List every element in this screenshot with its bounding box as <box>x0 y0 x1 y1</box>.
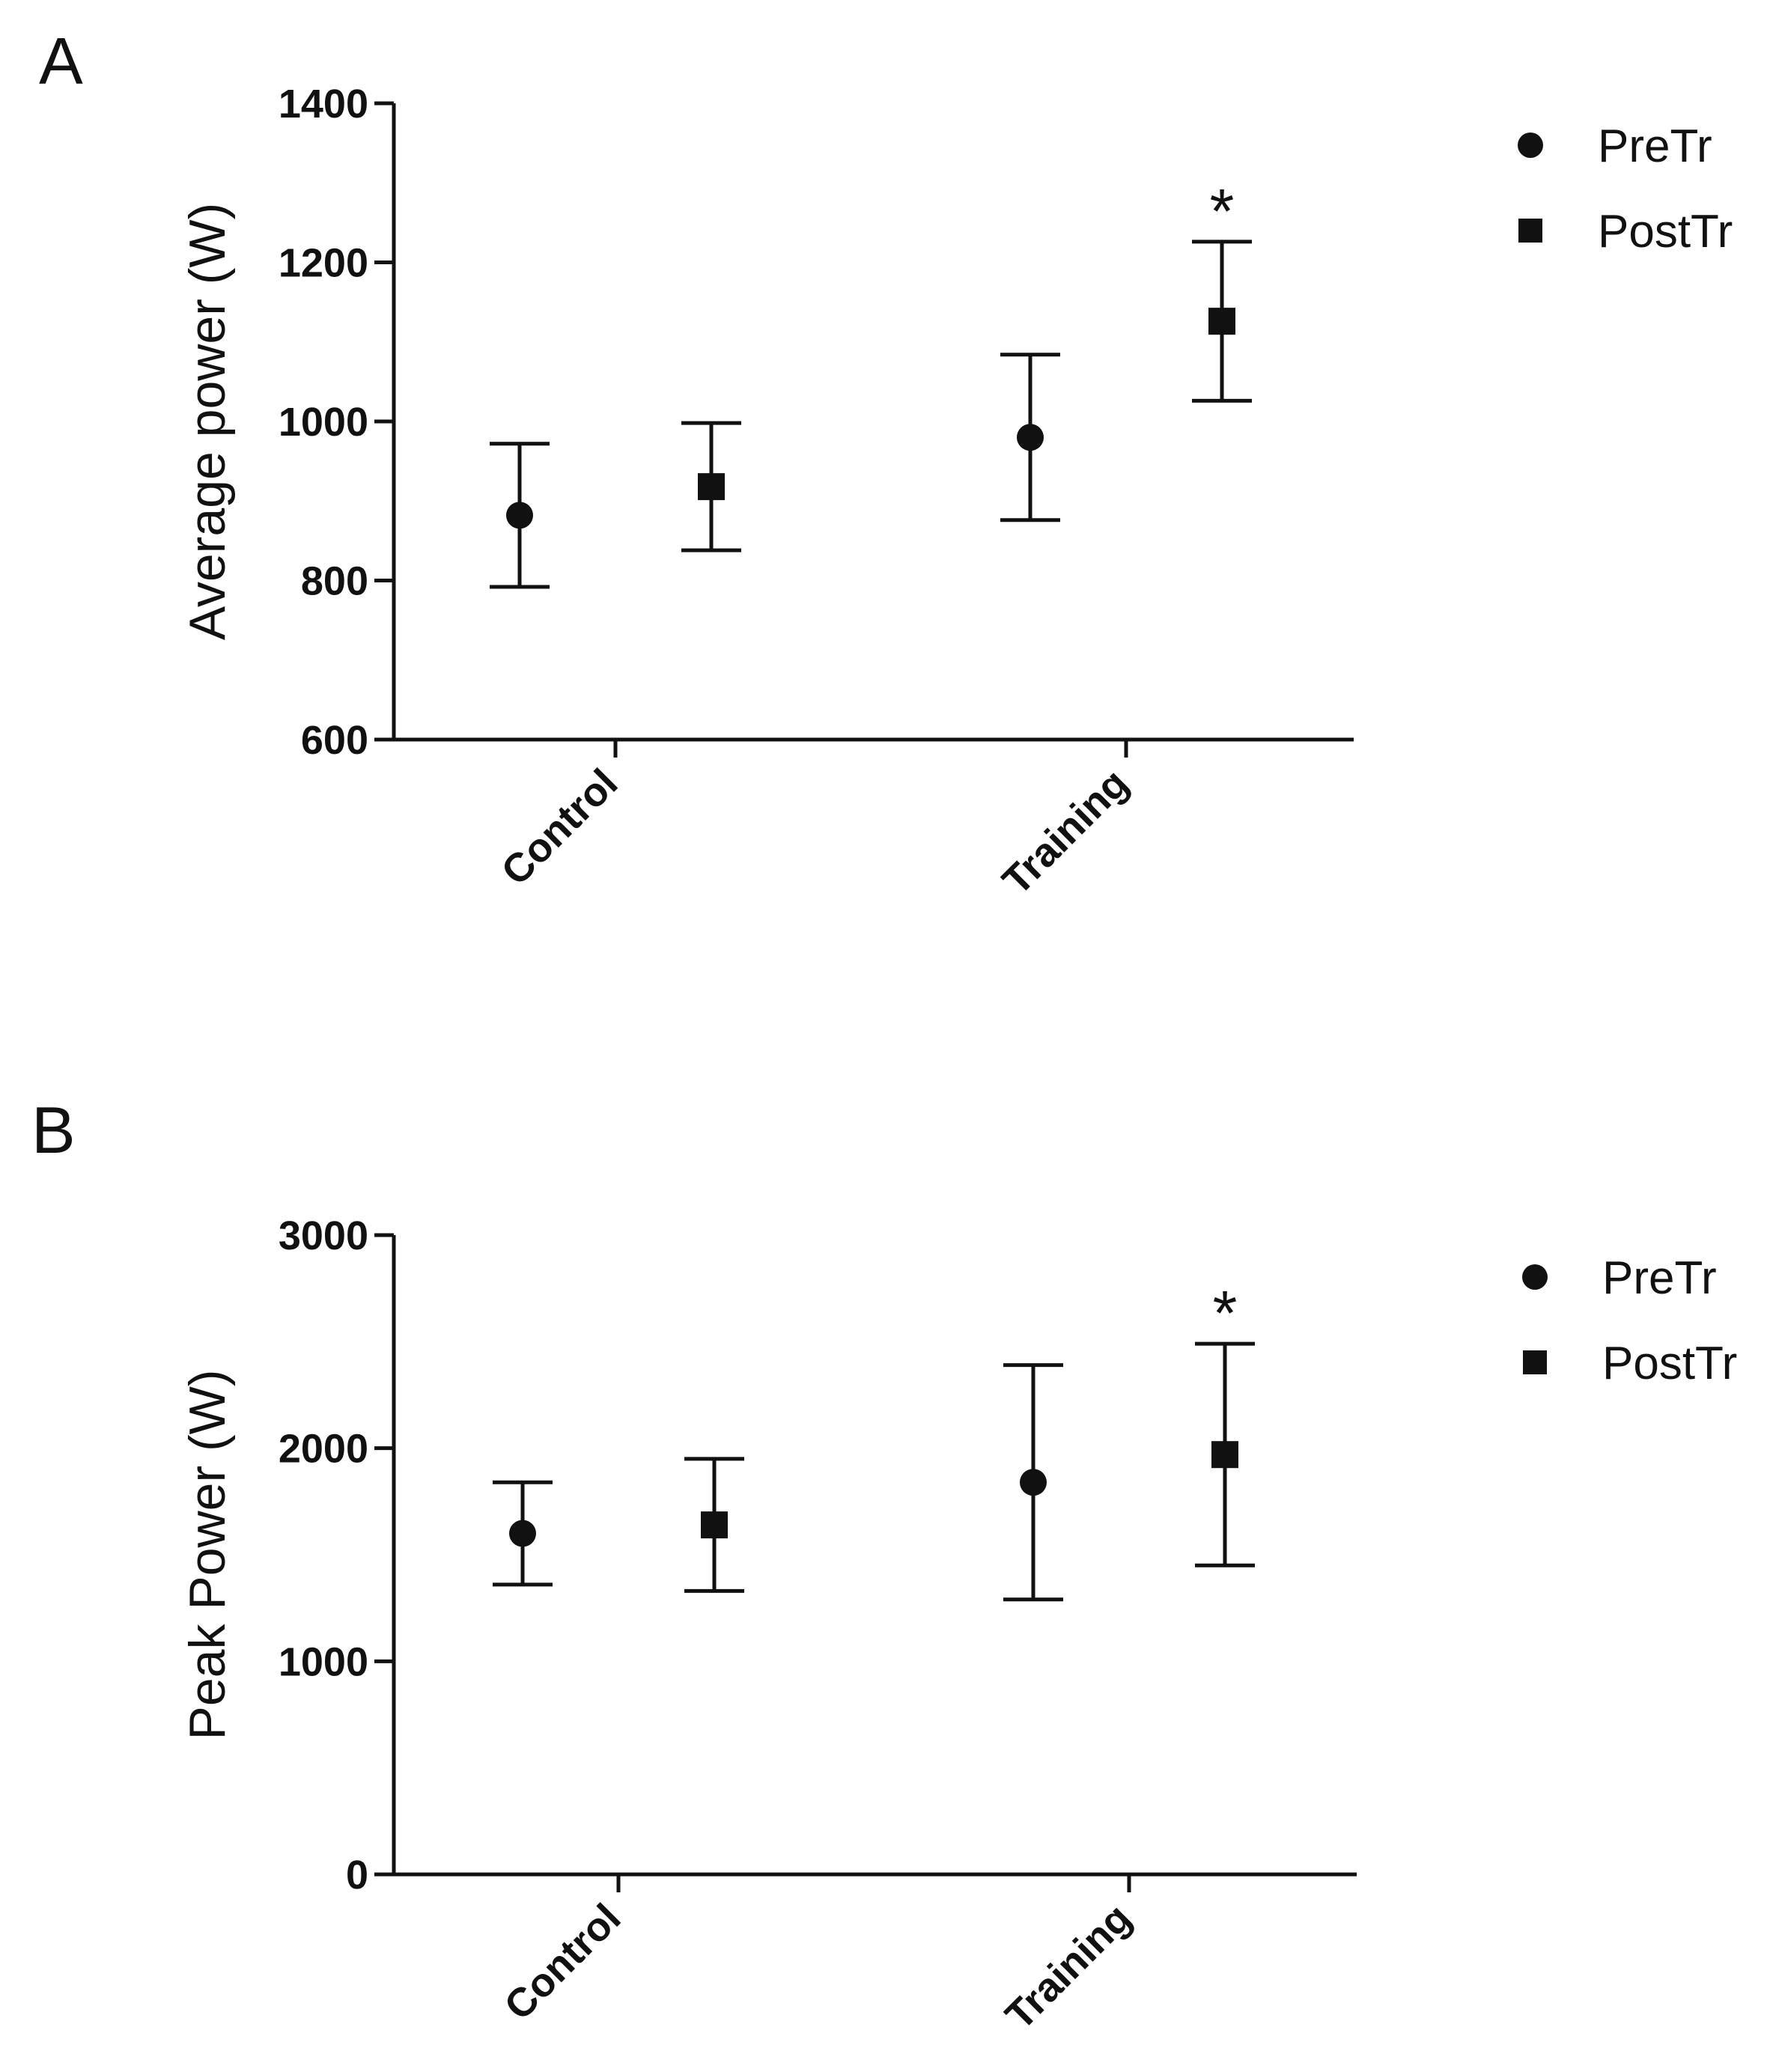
panel-a-x-tick-label-training: Training <box>994 761 1137 904</box>
panel-b-posttr-training-point <box>1211 1441 1238 1469</box>
panel-b-letter: B <box>31 1093 76 1167</box>
panel-a-pretr-control-point <box>506 502 533 529</box>
panel-a-legend: PreTr PostTr <box>1518 121 1733 258</box>
panel-b-x-tick-label-control: Control <box>496 1895 629 2029</box>
panel-b-pretr-control-point <box>509 1520 536 1547</box>
panel-a-y-tick-label: 1400 <box>279 82 368 127</box>
panel-a-pretr-training-point <box>1017 424 1044 451</box>
panel-a: A 600 800 1000 1200 1400 Average power (W) Cont… <box>39 24 1733 904</box>
panel-b-y-tick-label: 3000 <box>279 1213 368 1258</box>
panel-a-posttr-training-point <box>1208 308 1235 335</box>
panel-a-x-tick-label-control: Control <box>493 761 626 894</box>
panel-b-y-axis-title: Peak Power (W) <box>179 1370 236 1740</box>
panel-b-pretr-training-point <box>1020 1469 1047 1496</box>
panel-b-legend-label-pretr: PreTr <box>1602 1252 1717 1304</box>
panel-a-significance-annotation: * <box>1210 176 1235 246</box>
panel-a-y-tick-label: 600 <box>301 718 368 763</box>
panel-b-legend-label-posttr: PostTr <box>1602 1338 1737 1389</box>
panel-a-y-tick-label: 800 <box>301 559 368 604</box>
panel-b-x-tick-label-training: Training <box>997 1895 1140 2038</box>
panel-a-legend-marker-posttr <box>1518 219 1542 243</box>
panel-b-y-tick-label: 2000 <box>279 1427 368 1472</box>
panel-a-y-tick-label: 1000 <box>279 400 368 445</box>
panel-b-posttr-control-point <box>701 1511 728 1539</box>
panel-a-y-axis-title: Average power (W) <box>179 203 236 641</box>
panel-a-legend-label-posttr: PostTr <box>1598 206 1733 258</box>
panel-a-letter: A <box>39 24 83 98</box>
panel-a-posttr-control-point <box>698 473 725 501</box>
panel-b-y-tick-label: 1000 <box>279 1639 368 1684</box>
panel-b-legend-marker-pretr <box>1522 1264 1548 1290</box>
panel-b-y-tick-label: 0 <box>346 1853 368 1898</box>
panel-b: B 0 1000 2000 3000 Peak Power (W) Control Train… <box>31 1093 1737 2038</box>
panel-b-significance-annotation: * <box>1213 1278 1238 1348</box>
panel-b-legend-marker-posttr <box>1523 1350 1547 1374</box>
panel-a-y-tick-label: 1200 <box>279 241 368 286</box>
panel-b-legend: PreTr PostTr <box>1522 1252 1737 1389</box>
panel-a-legend-label-pretr: PreTr <box>1598 121 1712 172</box>
panel-a-legend-marker-pretr <box>1518 132 1543 158</box>
